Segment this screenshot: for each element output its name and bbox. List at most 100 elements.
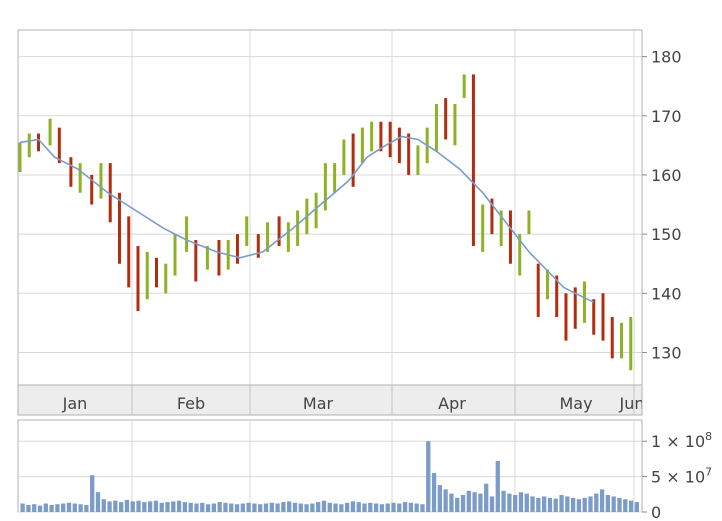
volume-bar (344, 502, 350, 512)
volume-bar (217, 502, 222, 512)
volume-bar (559, 495, 564, 512)
volume-bar (20, 503, 25, 512)
volume-bar (95, 492, 101, 512)
volume-bar (594, 493, 599, 512)
volume-bar (66, 502, 72, 512)
volume-bar (634, 502, 639, 512)
volume-bar (61, 503, 66, 512)
volume-bar (316, 502, 321, 512)
price-plot-frame (17, 29, 643, 386)
volume-bar (536, 497, 541, 512)
volume-bar (420, 504, 425, 512)
volume-bar (211, 503, 217, 512)
month-label: Mar (303, 394, 334, 413)
volume-bar (171, 501, 176, 512)
date-axis: Jan Feb Mar Apr May Jun (17, 384, 645, 416)
volume-bar (107, 501, 112, 512)
volume-bar (182, 502, 188, 512)
volume-bar (518, 492, 524, 512)
volume-panel: 0 5 × 107 1 × 108 (17, 419, 712, 521)
volume-bar (484, 483, 489, 512)
price-tick-label: 130 (651, 343, 682, 362)
volume-bar (263, 503, 269, 512)
volume-bar (72, 503, 77, 512)
volume-plot-frame (17, 419, 643, 513)
volume-bar (408, 502, 414, 512)
volume-bar (507, 493, 512, 512)
volume-bar (147, 501, 153, 512)
price-tick-label: 150 (651, 225, 682, 244)
volume-tick-label: 1 × 108 (651, 430, 712, 451)
volume-bar (252, 503, 257, 512)
volume-bar (287, 501, 292, 512)
volume-bar (356, 502, 361, 512)
volume-bar (553, 498, 558, 512)
volume-bar (426, 441, 431, 512)
volume-bar (599, 489, 605, 512)
volume-bar (205, 504, 211, 512)
volume-bars (20, 441, 639, 512)
volume-bar (333, 503, 338, 512)
volume-bar (321, 500, 327, 512)
volume-bar (588, 496, 593, 512)
volume-bar (176, 500, 182, 512)
volume-bar (153, 500, 159, 512)
volume-bar (443, 489, 448, 512)
volume-bar (489, 496, 495, 512)
volume-bar (258, 504, 263, 512)
volume-bar (623, 499, 628, 512)
volume-bar (194, 503, 199, 512)
volume-bar (449, 493, 454, 512)
price-gridlines (18, 30, 642, 385)
volume-bar (130, 501, 135, 512)
volume-bar (385, 503, 390, 512)
volume-bar (617, 497, 622, 512)
price-tick-label: 140 (651, 284, 682, 303)
volume-bar (223, 502, 228, 512)
volume-bar (275, 503, 280, 512)
volume-bar (327, 502, 332, 512)
volume-bar (165, 502, 170, 512)
ohlc-bars (18, 74, 633, 371)
month-label: Apr (438, 394, 466, 413)
volume-bar (159, 502, 164, 512)
volume-axis-ticks: 0 5 × 107 1 × 108 (642, 430, 712, 521)
volume-bar (414, 503, 419, 512)
volume-bar (628, 500, 634, 512)
volume-bar (362, 503, 367, 512)
volume-bar (513, 495, 518, 512)
volume-bar (136, 500, 141, 512)
volume-bar (90, 475, 95, 512)
volume-bar (437, 485, 442, 512)
volume-bar (460, 495, 466, 512)
price-tick-label: 180 (651, 48, 682, 67)
volume-bar (200, 502, 205, 512)
volume-bar (292, 502, 298, 512)
volume-bar (611, 496, 616, 512)
month-label: Jun (619, 394, 645, 413)
volume-bar (269, 502, 274, 512)
volume-bar (391, 502, 396, 512)
volume-bar (37, 505, 43, 512)
volume-bar (455, 497, 460, 512)
volume-bar (379, 504, 385, 512)
moving-average-line (19, 135, 595, 303)
volume-tick-label: 0 (651, 503, 661, 521)
month-label: Feb (177, 394, 205, 413)
volume-bar (310, 503, 315, 512)
price-panel: 130 140 150 160 170 180 Jan Feb Mar Apr May Jun (17, 29, 682, 416)
price-axis-ticks: 130 140 150 160 170 180 (642, 48, 682, 362)
month-label: May (559, 394, 592, 413)
volume-bar (339, 504, 344, 512)
date-axis-band (17, 384, 643, 416)
volume-bar (113, 500, 118, 512)
volume-bar (431, 473, 437, 512)
volume-bar (524, 493, 529, 512)
volume-bar (26, 504, 31, 512)
volume-bar (547, 497, 553, 512)
volume-bar (472, 492, 477, 512)
volume-bar (84, 504, 89, 512)
volume-bar (124, 499, 130, 512)
price-tick-label: 160 (651, 166, 682, 185)
price-tick-label: 170 (651, 107, 682, 126)
